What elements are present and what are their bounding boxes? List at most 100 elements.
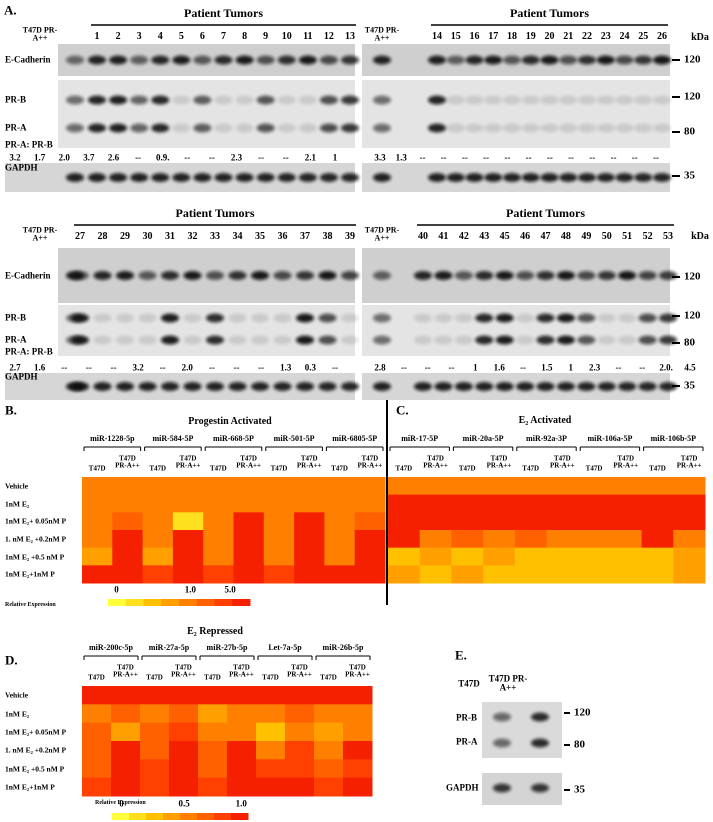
sample-label: T47D PR-A++ <box>549 454 575 470</box>
heat-cell <box>142 512 174 531</box>
heat-cell <box>483 530 516 549</box>
condition-label: 1nM E₂+1nM P <box>5 782 55 792</box>
band <box>296 335 314 345</box>
band <box>638 382 657 391</box>
blot <box>58 305 355 356</box>
lane-label: 17 <box>488 31 499 42</box>
lane-label: 41 <box>438 231 449 242</box>
panel-title: E₂ Repressed <box>187 626 243 637</box>
band <box>536 271 555 280</box>
lane-label: 35 <box>255 231 265 242</box>
band <box>559 173 578 182</box>
band <box>109 123 128 133</box>
ratio-value: 3.3 <box>374 152 386 163</box>
ratio-value: -- <box>461 152 468 163</box>
heat-cell <box>172 512 204 531</box>
sample-label: T47D PR-A++ <box>113 663 138 679</box>
ratio-value: -- <box>589 152 596 163</box>
sample-label: T47D <box>522 464 540 473</box>
band <box>540 123 559 133</box>
band <box>130 173 149 182</box>
band <box>93 335 112 345</box>
heat-cell <box>641 477 674 496</box>
heat-cell <box>641 530 674 549</box>
blot-title: Patient Tumors <box>505 206 586 220</box>
scale-swatch <box>196 599 215 606</box>
heat-cell <box>172 494 204 513</box>
marker-label: 120 <box>684 270 701 283</box>
scale-swatch <box>125 599 144 606</box>
band <box>465 95 484 105</box>
sample-label: T47D PR-A++ <box>296 454 322 470</box>
heat-cell <box>609 477 643 496</box>
heat-cell <box>609 494 643 513</box>
ratio-value: 1.7 <box>33 152 46 163</box>
condition-label: 1nM E₂+1nM P <box>5 569 55 579</box>
band <box>556 335 575 345</box>
heat-cell <box>609 530 643 549</box>
heat-cell <box>82 494 113 513</box>
band <box>172 173 191 182</box>
heat-cell <box>388 565 421 584</box>
band <box>446 123 465 133</box>
band <box>228 382 247 391</box>
lane-label: 25 <box>638 31 649 42</box>
heat-cell <box>294 565 325 584</box>
band <box>66 173 84 182</box>
band <box>66 123 84 133</box>
ratio-value: 3.2 <box>9 152 21 163</box>
band <box>161 335 179 345</box>
band <box>256 95 275 105</box>
heat-cell <box>285 686 315 705</box>
heat-cell <box>140 741 170 760</box>
lane-label: 37 <box>300 231 310 242</box>
ratio-value: -- <box>400 362 407 373</box>
heat-cell <box>233 547 265 566</box>
lane-label: 18 <box>507 31 517 42</box>
band <box>341 335 359 345</box>
mirna-label: miR-584-5P <box>152 434 194 443</box>
ratio-value: -- <box>110 362 117 373</box>
band <box>465 123 484 133</box>
heat-cell <box>198 722 228 742</box>
band <box>465 55 484 65</box>
band <box>214 55 233 65</box>
band <box>116 335 134 345</box>
mirna-label: miR-17-5P <box>401 434 439 443</box>
band <box>256 55 275 65</box>
lane-label: 52 <box>642 231 653 242</box>
sample-label: T47D PR-A++ <box>488 673 528 693</box>
lane-label: 29 <box>120 231 130 242</box>
band <box>298 173 317 182</box>
band <box>116 271 134 280</box>
band <box>653 123 671 133</box>
ratio-value: 0.9. <box>155 152 170 163</box>
sample-label: T47D <box>458 678 480 689</box>
band <box>206 313 224 323</box>
band <box>638 313 657 323</box>
scale-swatch <box>214 599 233 606</box>
lane-label: 14 <box>432 31 442 42</box>
mirna-label: miR-200c-5p <box>89 643 133 652</box>
sample-label: T47D PR-A++ <box>175 454 201 470</box>
heat-cell <box>169 686 199 705</box>
scale-swatch <box>108 599 127 606</box>
band <box>454 382 473 391</box>
band <box>454 335 473 345</box>
band <box>446 55 465 65</box>
band <box>251 313 269 323</box>
band <box>161 271 179 280</box>
band <box>597 382 616 391</box>
scale-label: Relative Expression <box>5 602 56 608</box>
mirna-label: Let-7a-5p <box>268 643 302 652</box>
sample-label: T47D PR-A++ <box>486 454 512 470</box>
heat-cell <box>354 512 386 531</box>
heat-cell <box>641 565 674 584</box>
band <box>634 95 653 105</box>
band <box>414 313 432 323</box>
band <box>206 335 224 345</box>
heat-cell <box>263 494 295 513</box>
sample-label: T47D <box>270 464 288 473</box>
heat-cell <box>546 565 579 584</box>
band <box>183 335 202 345</box>
